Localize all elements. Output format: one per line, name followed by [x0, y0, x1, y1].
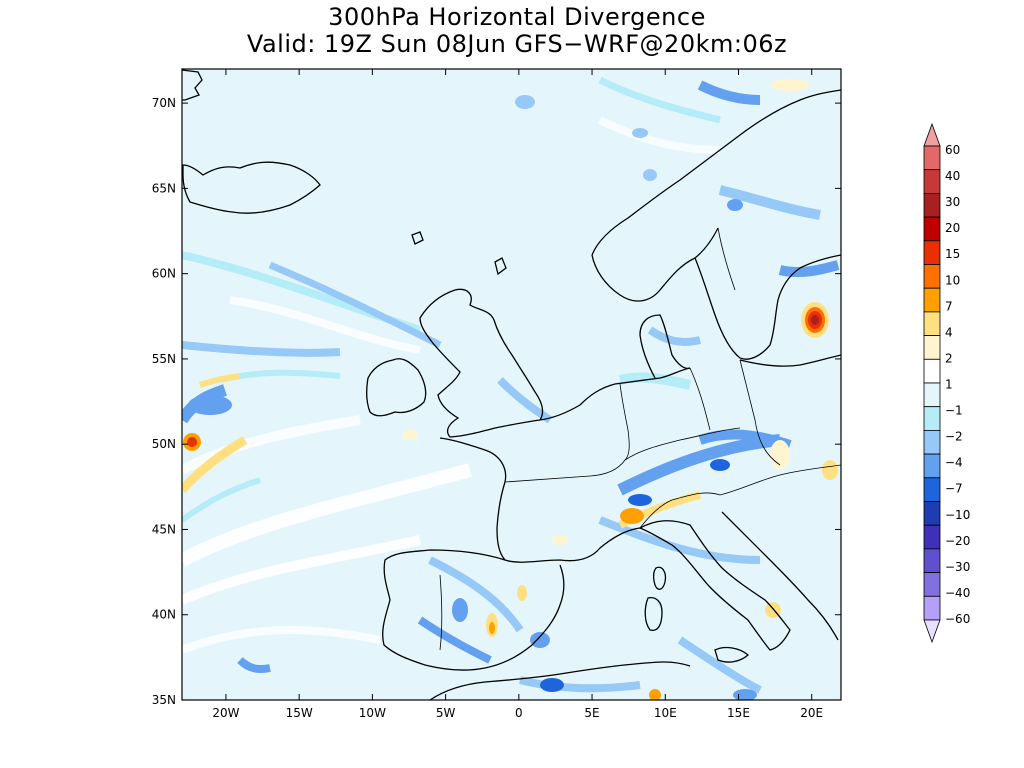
- colorbar-label: 10: [945, 273, 960, 287]
- colorbar-label: −20: [945, 534, 970, 548]
- colorbar-label: 4: [945, 325, 953, 339]
- x-tick-label: 5W: [436, 706, 456, 720]
- colorbar-segment: [923, 382, 941, 408]
- x-tick-label: 0: [515, 706, 523, 720]
- y-tick-label: 45N: [152, 522, 176, 536]
- colorbar-label: −30: [945, 560, 970, 574]
- x-tick-label: 10E: [654, 706, 677, 720]
- colorbar-label: −1: [945, 404, 963, 418]
- colorbar-segment: [923, 595, 941, 621]
- y-tick-label: 65N: [152, 181, 176, 195]
- x-tick-label: 20E: [800, 706, 823, 720]
- colorbar-segment: [923, 477, 941, 502]
- colorbar-segment: [923, 453, 941, 479]
- colorbar-segment: [923, 287, 941, 313]
- axis-ticks: 20W 15W 10W 5W 0 5E 10E 15E 20E 35N 40N 45N 50N 55N 60…: [152, 69, 841, 720]
- colorbar-label: 7: [945, 299, 953, 313]
- y-tick-label: 40N: [152, 608, 176, 622]
- y-tick-label: 55N: [152, 352, 176, 366]
- x-tick-label: 5E: [584, 706, 599, 720]
- map-subtitle: Valid: 19Z Sun 08Jun GFS−WRF@20km:06z: [246, 30, 788, 58]
- colorbar-label: 30: [945, 195, 960, 209]
- colorbar-segment: [923, 169, 941, 194]
- colorbar-label: 40: [945, 169, 960, 183]
- map-background: [182, 69, 841, 700]
- colorbar-label: 60: [945, 143, 960, 157]
- coastlines: [182, 69, 841, 700]
- colorbar-label: −2: [945, 430, 963, 444]
- colorbar-segment: [923, 501, 941, 526]
- colorbar-top-triangle: [923, 122, 941, 147]
- map-frame: [181, 68, 842, 701]
- colorbar-segment: [923, 264, 941, 289]
- colorbar-label: −40: [945, 586, 970, 600]
- colorbar-segment: [923, 358, 941, 384]
- colorbar-segment: [923, 240, 941, 265]
- colorbar-label: −60: [945, 612, 970, 626]
- colorbar-label: −7: [945, 482, 963, 496]
- colorbar-segment: [923, 192, 941, 218]
- colorbar-segment: [923, 548, 941, 574]
- colorbar-segment: [923, 216, 941, 242]
- colorbar-label: 1: [945, 378, 953, 392]
- colorbar-segment: [923, 311, 941, 336]
- colorbar-segment: [923, 145, 941, 171]
- colorbar-label: 20: [945, 221, 960, 235]
- divergence-field: [182, 76, 840, 700]
- map-title: 300hPa Horizontal Divergence: [328, 3, 706, 31]
- colorbar-label: −4: [945, 456, 963, 470]
- colorbar-segment: [923, 406, 941, 431]
- y-tick-label: 70N: [152, 96, 176, 110]
- y-tick-label: 35N: [152, 693, 176, 707]
- colorbar-label: −10: [945, 508, 970, 522]
- x-tick-label: 15E: [727, 706, 750, 720]
- colorbar-segment: [923, 524, 941, 550]
- colorbar-label: 2: [945, 351, 953, 365]
- x-tick-label: 10W: [359, 706, 386, 720]
- colorbar-segment: [923, 429, 941, 455]
- y-tick-label: 50N: [152, 437, 176, 451]
- y-tick-label: 60N: [152, 267, 176, 281]
- x-tick-label: 20W: [212, 706, 239, 720]
- colorbar-segment: [923, 572, 941, 597]
- colorbar-label: 15: [945, 247, 960, 261]
- colorbar-segment: [923, 335, 941, 360]
- x-tick-label: 15W: [286, 706, 313, 720]
- colorbar-bottom-triangle: [923, 619, 941, 644]
